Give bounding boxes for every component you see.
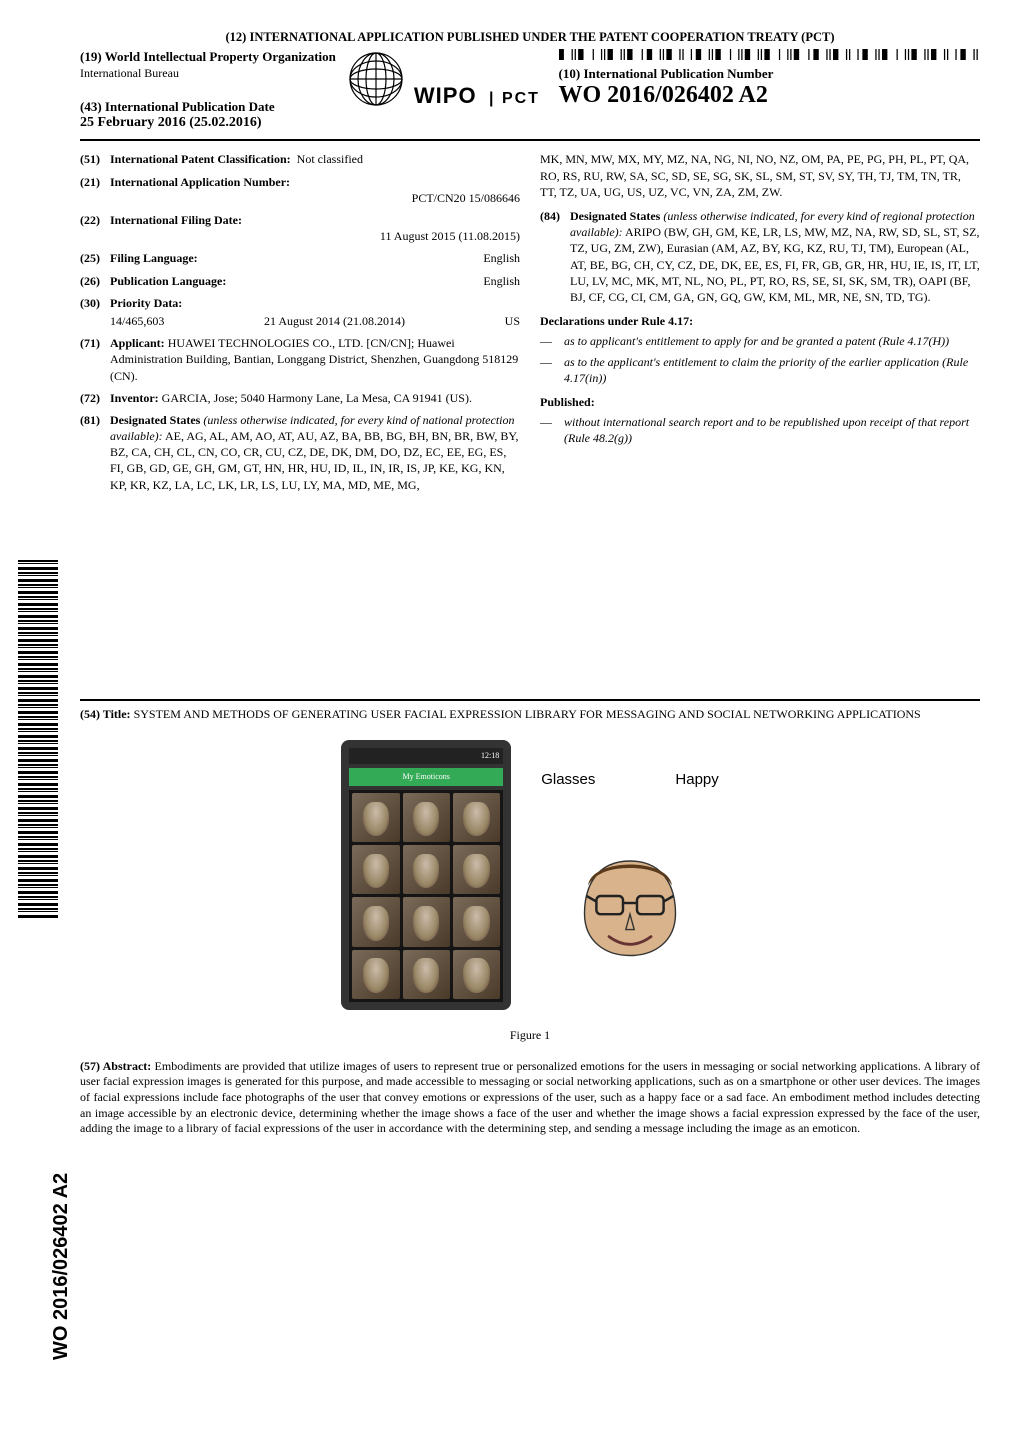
f84-code: (84)	[540, 208, 570, 305]
title-code: (54) Title:	[80, 707, 131, 721]
f30-app: 14/465,603	[110, 313, 164, 329]
dash-icon: —	[540, 414, 564, 446]
grid-cell	[352, 793, 399, 842]
f21-code: (21)	[80, 174, 110, 206]
grid-cell	[403, 897, 450, 946]
f25-label: Filing Language:	[110, 250, 198, 266]
title-text: SYSTEM AND METHODS OF GENERATING USER FA…	[134, 707, 921, 721]
top-barcode: ▌║▌│║▌║▌│▌║▌║│▌║▌│║▌║▌│║▌│▌║▌║│▌║▌│║▌║▌║…	[559, 49, 980, 60]
side-strip: WO 2016/026402 A2	[8, 560, 68, 920]
biblio-right-col: MK, MN, MW, MX, MY, MZ, NA, NG, NI, NO, …	[540, 151, 980, 498]
f71-val: HUAWEI TECHNOLOGIES CO., LTD. [CN/CN]; H…	[110, 336, 518, 382]
dash-icon: —	[540, 333, 564, 349]
wipo-globe-icon	[346, 49, 406, 109]
treaty-line: (12) INTERNATIONAL APPLICATION PUBLISHED…	[80, 30, 980, 45]
decl-heading: Declarations under Rule 4.17:	[540, 313, 980, 329]
f30-date: 21 August 2014 (21.08.2014)	[264, 313, 405, 329]
face-illustration	[560, 828, 700, 978]
f81-val: AE, AG, AL, AM, AO, AT, AU, AZ, BA, BB, …	[110, 429, 519, 492]
pubdate-label: International Publication Date	[105, 99, 275, 114]
figure-label-glasses: Glasses	[541, 771, 595, 788]
grid-cell	[352, 897, 399, 946]
grid-cell	[453, 845, 500, 894]
f72-code: (72)	[80, 390, 110, 406]
grid-cell	[453, 897, 500, 946]
f72-label: Inventor:	[110, 391, 159, 405]
f22-val: 11 August 2015 (11.08.2015)	[110, 228, 520, 244]
f84-label: Designated States	[570, 209, 660, 223]
f51-code: (51)	[80, 151, 110, 167]
abstract-text: Embodiments are provided that utilize im…	[80, 1059, 980, 1135]
f81-code: (81)	[80, 412, 110, 493]
org-block: (19) World Intellectual Property Organiz…	[80, 49, 336, 81]
f71-label: Applicant:	[110, 336, 165, 350]
phone-grid	[349, 790, 503, 1002]
grid-cell	[352, 845, 399, 894]
org-name: World Intellectual Property Organization	[105, 49, 336, 64]
figure-caption: Figure 1	[80, 1028, 980, 1043]
pubno-label-text: International Publication Number	[583, 66, 773, 81]
f81-cont: MK, MN, MW, MX, MY, MZ, NA, NG, NI, NO, …	[540, 151, 980, 200]
wipo-word: WIPO	[414, 83, 477, 108]
pubdate-code: (43)	[80, 99, 102, 114]
pubdate-block: (43) International Publication Date 25 F…	[80, 99, 336, 131]
f25-val: English	[483, 250, 520, 266]
side-barcode	[18, 560, 58, 920]
f71-code: (71)	[80, 335, 110, 384]
f30-cc: US	[505, 313, 520, 329]
f26-val: English	[483, 273, 520, 289]
f26-code: (26)	[80, 273, 110, 289]
f84-val: ARIPO (BW, GH, GM, KE, LR, LS, MW, MZ, N…	[570, 225, 980, 304]
f22-label: International Filing Date:	[110, 213, 242, 227]
title-bar: (54) Title: SYSTEM AND METHODS OF GENERA…	[80, 699, 980, 722]
f51-label: International Patent Classification:	[110, 151, 291, 167]
grid-cell	[403, 950, 450, 999]
abstract-block: (57) Abstract: Embodiments are provided …	[80, 1059, 980, 1137]
f25-code: (25)	[80, 250, 110, 266]
phone-mockup: 12:18 My Emoticons	[341, 740, 511, 1010]
dash-icon: —	[540, 354, 564, 386]
header-right: ▌║▌│║▌║▌│▌║▌║│▌║▌│║▌║▌│║▌│▌║▌║│▌║▌│║▌║▌║…	[559, 49, 980, 109]
pct-word: PCT	[502, 90, 540, 107]
pubno-label: (10) International Publication Number	[559, 66, 980, 82]
side-doc-number: WO 2016/026402 A2	[50, 1173, 73, 1360]
grid-cell	[352, 950, 399, 999]
pub1: without international search report and …	[564, 414, 980, 446]
pubno-code: (10)	[559, 66, 581, 81]
org-code: (19)	[80, 49, 102, 64]
figure-zone: 12:18 My Emoticons Glasses Happy	[80, 740, 980, 1043]
header-block: (19) World Intellectual Property Organiz…	[80, 49, 980, 141]
f21-label: International Application Number:	[110, 175, 290, 189]
f26-label: Publication Language:	[110, 273, 226, 289]
pub-heading: Published:	[540, 394, 980, 410]
phone-toolbar: My Emoticons	[349, 768, 503, 786]
f21-val: PCT/CN20 15/086646	[110, 190, 520, 206]
phone-status-bar: 12:18	[349, 748, 503, 764]
grid-cell	[453, 950, 500, 999]
pubno-value: WO 2016/026402 A2	[559, 82, 980, 109]
f30-code: (30)	[80, 295, 110, 329]
abstract-code: (57) Abstract:	[80, 1059, 151, 1073]
wipo-logo-block: WIPO | PCT	[346, 49, 540, 109]
grid-cell	[403, 793, 450, 842]
pubdate-value: 25 February 2016 (25.02.2016)	[80, 115, 336, 131]
f51-val: Not classified	[297, 151, 363, 167]
biblio-section: (51) International Patent Classification…	[80, 151, 980, 498]
decl2: as to the applicant's entitlement to cla…	[564, 354, 980, 386]
f81-label: Designated States	[110, 413, 200, 427]
grid-cell	[403, 845, 450, 894]
figure-label-happy: Happy	[675, 771, 718, 788]
grid-cell	[453, 793, 500, 842]
org-sub: International Bureau	[80, 66, 336, 82]
wipo-text: WIPO | PCT	[414, 83, 540, 109]
f22-code: (22)	[80, 212, 110, 244]
f72-val: GARCIA, Jose; 5040 Harmony Lane, La Mesa…	[162, 391, 472, 405]
f30-label: Priority Data:	[110, 296, 182, 310]
biblio-left-col: (51) International Patent Classification…	[80, 151, 520, 498]
decl1: as to applicant's entitlement to apply f…	[564, 333, 949, 349]
